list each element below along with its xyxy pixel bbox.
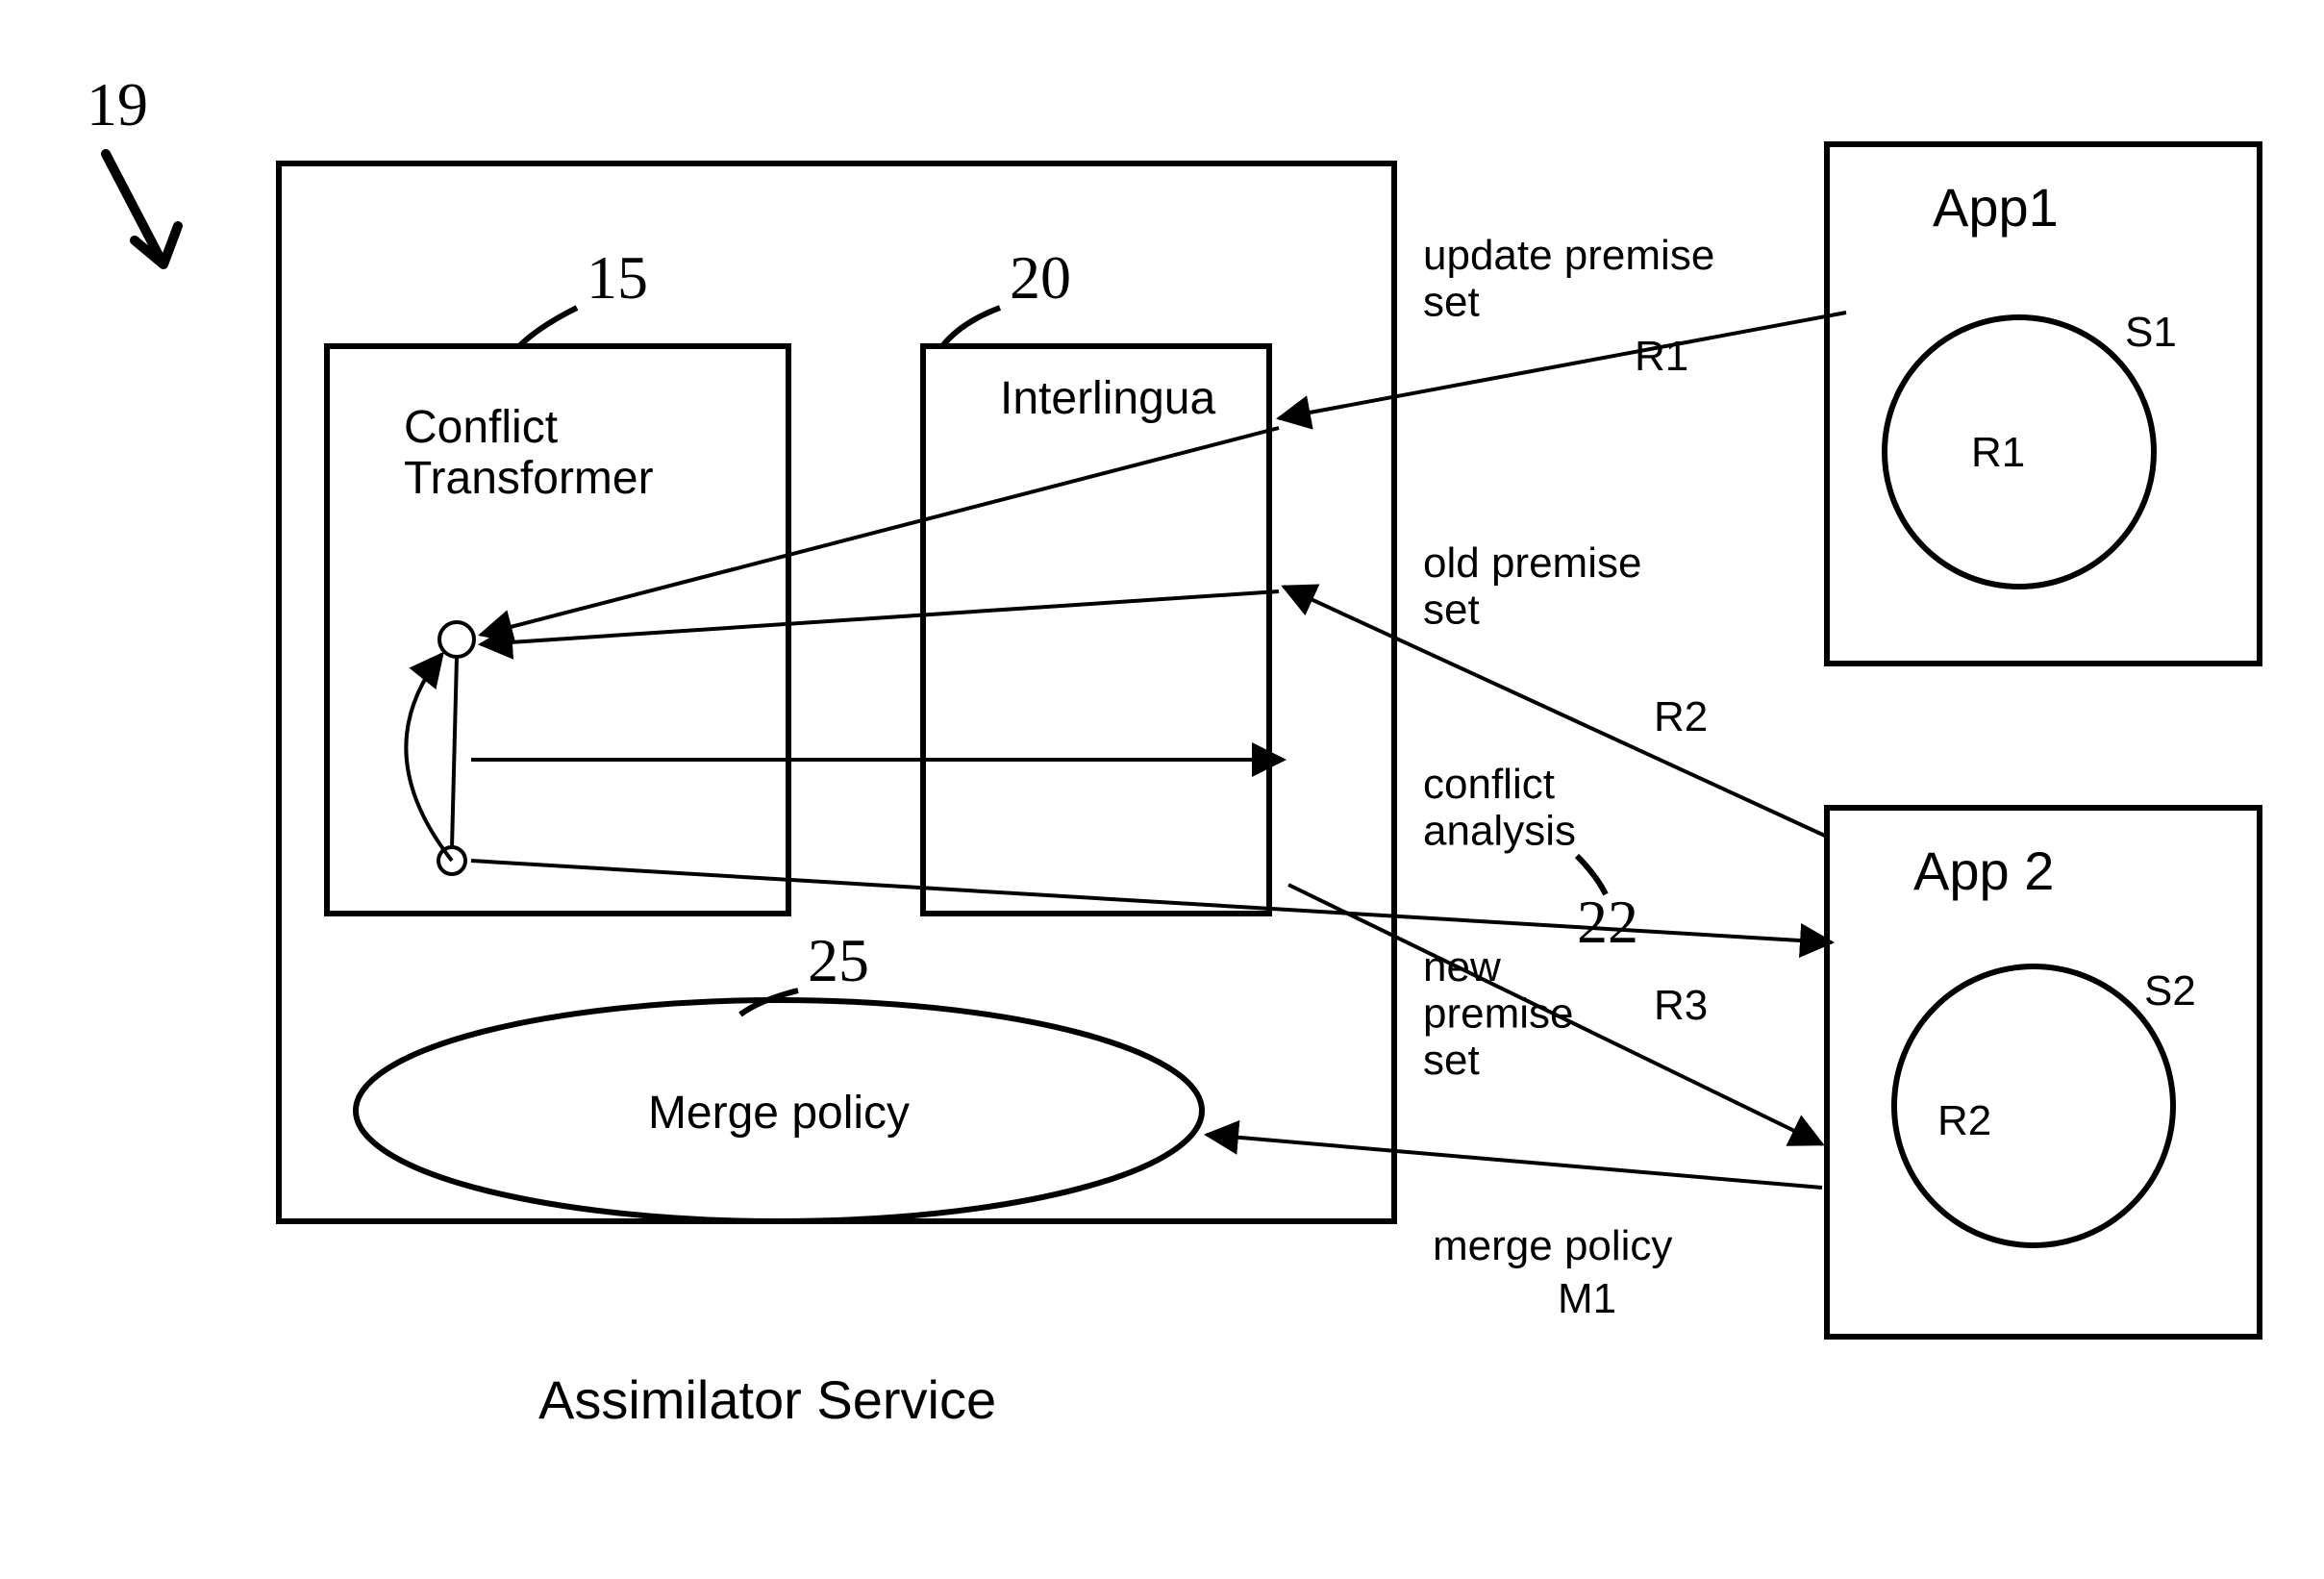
label-r1: R1	[1635, 333, 1688, 380]
arrow-merge-m1	[1207, 1135, 1822, 1188]
arrow-old-r2	[1284, 587, 1827, 837]
app1-s1: S1	[2125, 309, 2177, 356]
app1-label: App1	[1933, 177, 2059, 238]
label-update-premise: update premiseset	[1423, 232, 1714, 325]
assimilator-box	[279, 163, 1394, 1221]
label-new-premise: newpremiseset	[1423, 943, 1574, 1084]
interlingua-label: Interlingua	[1000, 373, 1215, 424]
conflict-transformer-label: ConflictTransformer	[404, 402, 654, 504]
app2-r2: R2	[1937, 1097, 1991, 1144]
label-merge-policy-edge: merge policy	[1433, 1222, 1672, 1269]
label-old-premise: old premiseset	[1423, 539, 1641, 633]
ct-node-link	[452, 657, 457, 847]
label-conflict-analysis: conflictanalysis	[1423, 761, 1576, 854]
interlingua-box	[923, 346, 1269, 914]
label-r3: R3	[1654, 982, 1708, 1029]
ref-25: 25	[808, 926, 869, 994]
ref-22: 22	[1577, 888, 1638, 956]
merge-to-ct-arrow	[406, 654, 452, 861]
assimilator-title: Assimilator Service	[538, 1369, 996, 1430]
label-r2: R2	[1654, 693, 1708, 740]
app2-label: App 2	[1913, 840, 2054, 901]
ref-20-leader	[942, 308, 1000, 346]
app2-circle	[1894, 966, 2173, 1245]
ref-15-leader	[519, 308, 577, 346]
arrow-old-to-ct	[481, 591, 1279, 644]
merge-policy-label: Merge policy	[648, 1088, 910, 1139]
app2-s2: S2	[2144, 967, 2196, 1015]
figure-ref-19: 19	[87, 70, 148, 138]
figure-ref-arrow	[106, 154, 178, 264]
ct-node-top	[439, 622, 474, 657]
arrow-update-r1	[1279, 313, 1846, 418]
ref-15: 15	[587, 243, 648, 312]
app1-r1: R1	[1971, 429, 2025, 476]
ref-20: 20	[1010, 243, 1071, 312]
label-m1: M1	[1558, 1275, 1616, 1322]
